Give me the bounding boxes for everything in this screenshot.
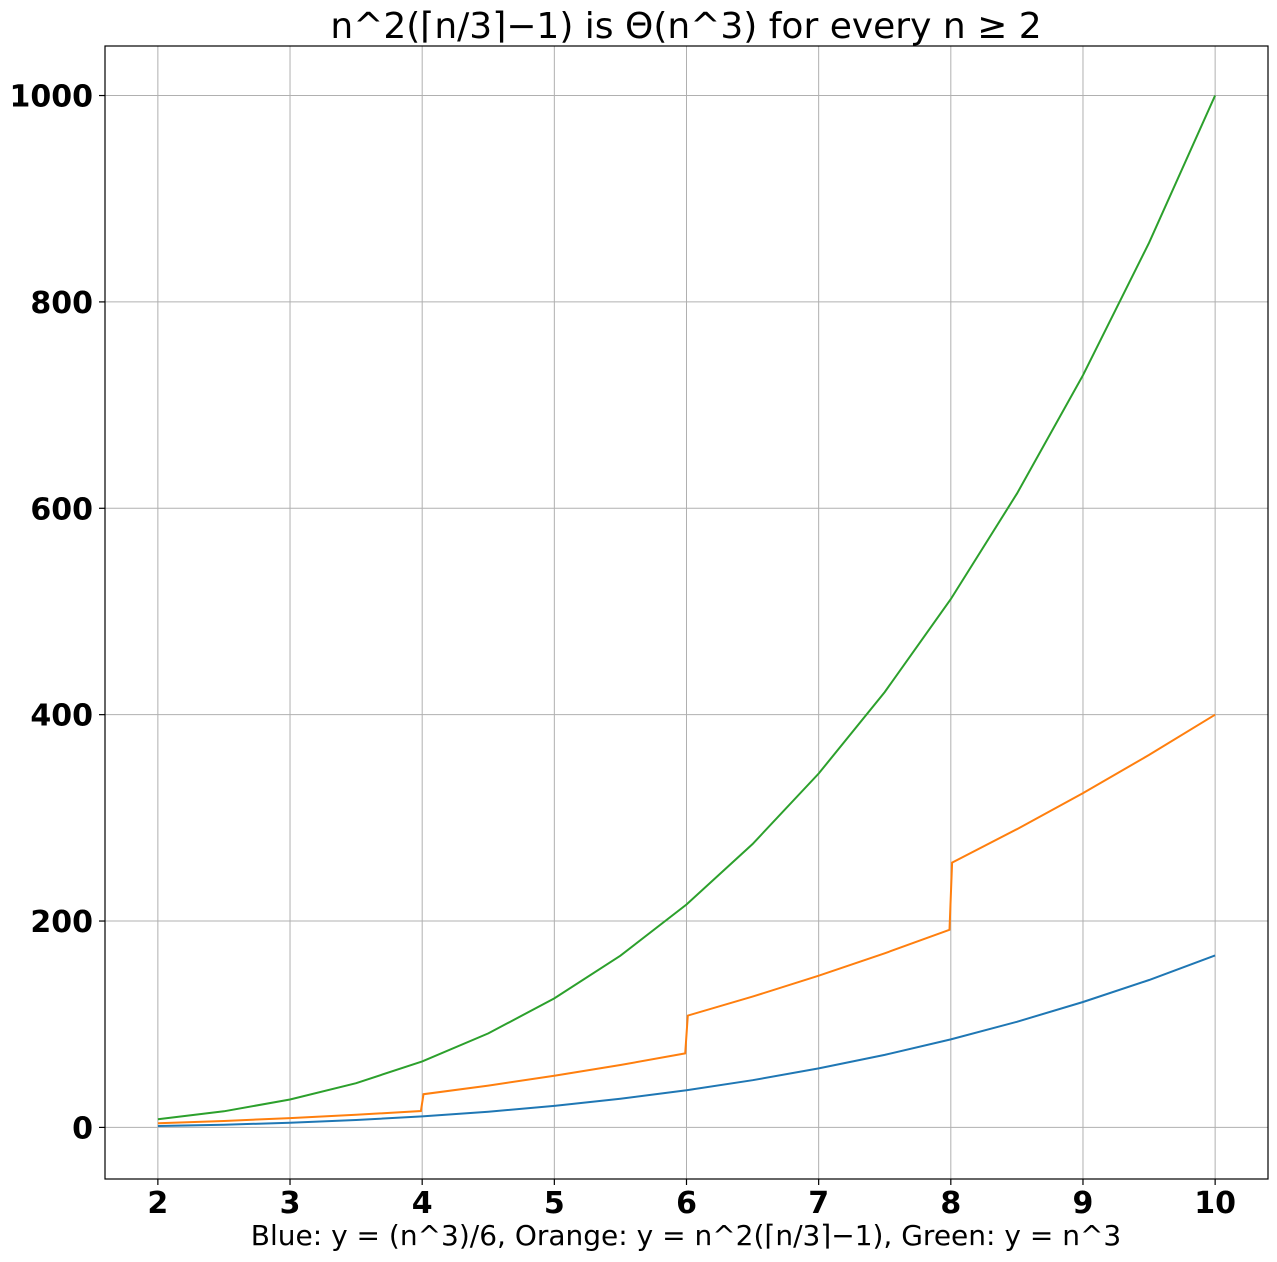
x-tick-label: 10 [1194,1186,1236,1221]
chart-title: n^2(⌈n/3⌉−1) is Θ(n^3) for every n ≥ 2 [330,6,1041,47]
y-tick-label: 0 [72,1111,93,1146]
x-tick-label: 7 [808,1186,829,1221]
y-tick-label: 1000 [10,80,94,115]
series-line-orange [157,713,1216,1125]
x-tick-label: 9 [1073,1186,1094,1221]
x-tick-label: 3 [280,1186,301,1221]
series-line-green [157,95,1217,1121]
x-tick-label: 6 [676,1186,697,1221]
axis-ticks: 2 3 4 5 6 7 8 9 10 0 200 400 600 800 1000 [10,80,1237,1221]
y-tick-label: 400 [30,699,93,734]
y-tick-label: 600 [30,492,93,527]
series-line-blue [157,954,1216,1127]
x-tick-label: 4 [412,1186,433,1221]
y-tick-label: 800 [30,286,93,321]
y-tick-label: 200 [30,905,93,940]
x-tick-label: 2 [147,1186,168,1221]
x-tick-label: 8 [940,1186,961,1221]
x-tick-label: 5 [544,1186,565,1221]
series-group [157,95,1217,1127]
grid [105,46,1268,1179]
x-axis-label: Blue: y = (n^3)/6, Orange: y = n^2(⌈n/3⌉… [251,1219,1121,1252]
